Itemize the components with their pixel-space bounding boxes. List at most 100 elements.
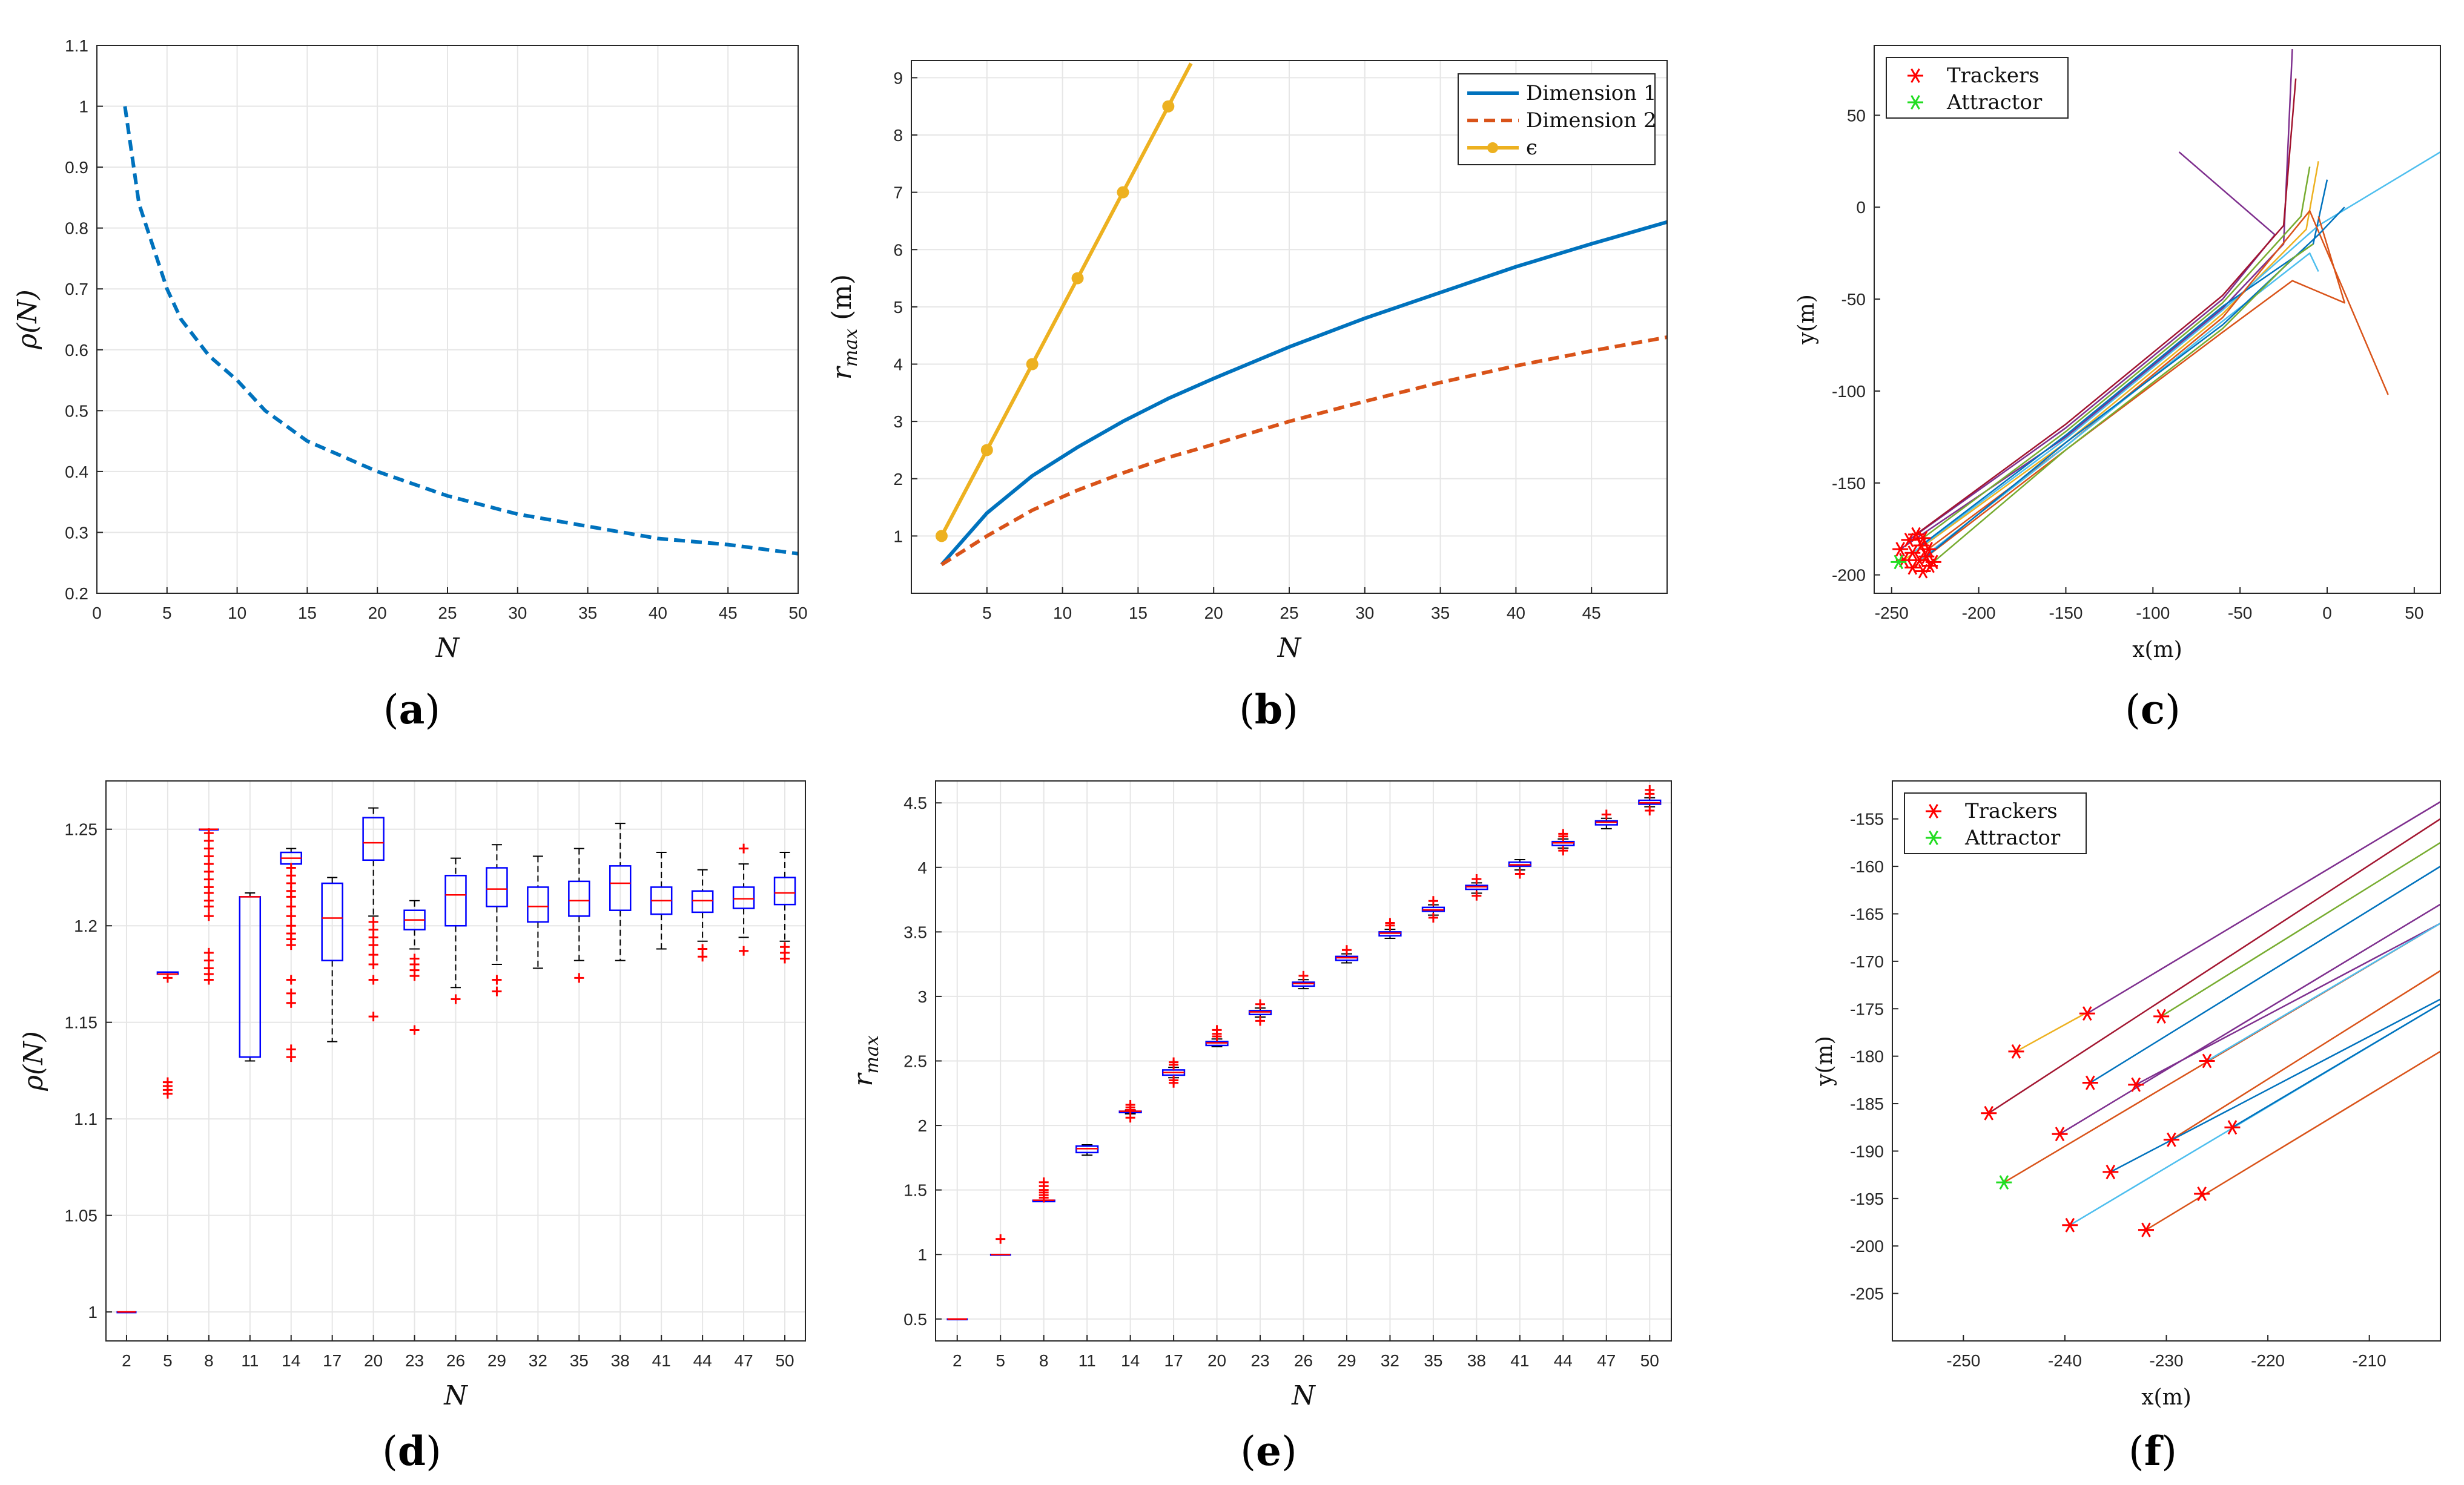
series-marker-b-2 — [1071, 272, 1084, 285]
panel-c: -250 -200 -150 -100 -50 0 50 -200 -150 -100 -50 0 50… — [1794, 45, 2441, 733]
outlier-marker — [451, 994, 461, 1004]
x-tick-label-e: 14 — [1121, 1351, 1140, 1370]
caption-e: (e) — [1240, 1427, 1297, 1475]
x-tick-label-d: 32 — [529, 1351, 547, 1370]
box-iqr — [691, 890, 714, 914]
x-tick-label-e: 38 — [1467, 1351, 1486, 1370]
x-tick-label-c: -100 — [2136, 604, 2170, 622]
attractor-marker-f — [1996, 1175, 2012, 1190]
y-tick-label-a: 0.7 — [65, 280, 88, 298]
box-e-8 — [1032, 1177, 1055, 1203]
x-axis-label-c: x(m) — [2132, 637, 2182, 662]
box-d-44 — [691, 869, 714, 962]
series-line-c-9 — [1919, 252, 2319, 561]
y-tick-label-e: 1.5 — [903, 1181, 927, 1200]
outlier-marker — [368, 1012, 378, 1022]
x-tick-label-d: 47 — [735, 1351, 753, 1370]
outlier-marker — [1471, 874, 1482, 884]
box-e-23 — [1248, 999, 1272, 1026]
box-d-35 — [568, 848, 590, 983]
y-tick-label-a: 0.3 — [65, 523, 88, 542]
x-tick-label-e: 23 — [1250, 1351, 1269, 1370]
x-axis-label-f: x(m) — [2141, 1385, 2192, 1410]
y-tick-label-d: 1.1 — [74, 1110, 97, 1128]
x-tick-label-e: 11 — [1078, 1351, 1096, 1370]
x-tick-label-b: 5 — [982, 604, 992, 622]
x-tick-label-a: 15 — [298, 604, 317, 622]
y-tick-label-f: -165 — [1850, 904, 1884, 923]
series-line-b-1 — [940, 335, 1667, 567]
y-tick-label-a: 1 — [79, 97, 88, 116]
series-line-c-1 — [1908, 151, 2276, 541]
x-tick-label-c: -250 — [1875, 604, 1909, 622]
y-tick-label-f: -195 — [1850, 1190, 1884, 1208]
tracker-marker-f — [2082, 1075, 2098, 1090]
box-d-26 — [444, 857, 467, 1004]
box-iqr — [609, 865, 632, 911]
outlier-marker — [1169, 1075, 1179, 1085]
y-tick-label-e: 3 — [917, 987, 927, 1006]
x-tick-label-d: 17 — [323, 1351, 342, 1370]
series-line-c-6 — [1920, 179, 2328, 546]
x-tick-label-b: 25 — [1280, 604, 1298, 622]
box-d-47 — [732, 843, 755, 956]
x-tick-label-d: 44 — [693, 1351, 712, 1370]
plot-background-f — [1892, 781, 2440, 1341]
caption-f: (f) — [2129, 1427, 2177, 1475]
y-tick-label-d: 1.15 — [65, 1013, 98, 1032]
outlier-marker — [1255, 999, 1266, 1009]
outlier-marker — [162, 1077, 173, 1087]
outlier-marker — [780, 942, 790, 952]
tracker-marker-f — [1981, 1105, 1997, 1121]
x-tick-label-d: 29 — [487, 1351, 506, 1370]
legend-label-b-1: Dimension 2 — [1526, 108, 1657, 133]
y-tick-label-a: 0.2 — [65, 584, 88, 603]
x-tick-label-a: 5 — [162, 604, 172, 622]
y-tick-label-e: 1 — [917, 1245, 927, 1264]
series-line-c-0 — [1900, 49, 2293, 550]
y-tick-label-d: 1.2 — [74, 917, 97, 935]
legend-label-c-1: Attractor — [1946, 90, 2043, 114]
series-line-f-11 — [2145, 1050, 2440, 1231]
outlier-marker — [1385, 918, 1395, 928]
series-line-b-0 — [940, 220, 1667, 566]
x-tick-label-e: 32 — [1381, 1351, 1399, 1370]
plot-area-f — [1892, 780, 2441, 1342]
outlier-marker — [1298, 970, 1309, 981]
outlier-marker — [203, 828, 214, 838]
outlier-marker — [203, 911, 214, 921]
y-tick-label-d: 1.05 — [65, 1207, 98, 1225]
tracker-marker-f — [2199, 1053, 2215, 1068]
x-tick-label-e: 44 — [1554, 1351, 1573, 1370]
x-tick-label-e: 20 — [1207, 1351, 1226, 1370]
box-e-29 — [1335, 945, 1359, 964]
legend-label-b-0: Dimension 1 — [1526, 81, 1657, 105]
legend-label-f-1: Attractor — [1964, 826, 2061, 850]
series-line-c-5 — [1912, 151, 2440, 554]
y-tick-label-e: 2.5 — [903, 1052, 927, 1071]
x-axis-label-b: N — [1277, 633, 1302, 663]
y-tick-label-f: -155 — [1850, 810, 1884, 829]
x-tick-label-d: 23 — [405, 1351, 424, 1370]
series-marker-b-2 — [1162, 100, 1175, 113]
box-d-38 — [609, 823, 632, 961]
x-tick-label-e: 26 — [1294, 1351, 1313, 1370]
y-tick-label-c: 50 — [1847, 106, 1866, 125]
tracker-marker-f — [2153, 1009, 2170, 1024]
panel-a: 0 5 10 15 20 25 30 35 40 45 50 0.2 0.3 0.4 0.5 0.6 0.7 0.… — [12, 36, 808, 733]
caption-a: (a) — [383, 686, 440, 733]
outlier-marker — [162, 973, 173, 983]
y-tick-label-f: -185 — [1850, 1095, 1884, 1113]
tracker-marker-c — [1915, 564, 1931, 579]
x-tick-label-b: 20 — [1204, 604, 1223, 622]
y-tick-label-e: 0.5 — [903, 1310, 927, 1329]
x-tick-label-b: 10 — [1053, 604, 1072, 622]
y-tick-label-b: 9 — [893, 68, 903, 87]
tracker-marker-c — [1922, 558, 1938, 573]
tracker-marker-c — [1892, 542, 1909, 557]
x-tick-label-f: -230 — [2149, 1351, 2183, 1370]
series-line-f-6 — [2135, 923, 2440, 1085]
tracker-marker-f — [2163, 1132, 2179, 1147]
